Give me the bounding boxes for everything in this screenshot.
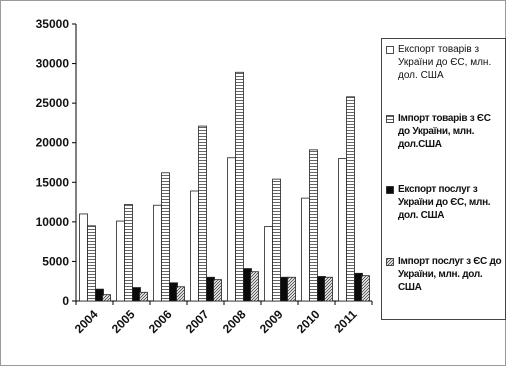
bar-2008-series-1: [227, 157, 236, 302]
x-tick-label: 2005: [109, 307, 138, 336]
y-tick-label: 30000: [36, 57, 70, 71]
legend-label: Імпорт послуг з ЄС до України, млн. дол.…: [398, 256, 502, 293]
bar-2004-series-4: [102, 294, 111, 302]
y-tick-label: 10000: [36, 215, 70, 229]
legend-swatch: [386, 46, 394, 54]
legend-swatch: [386, 258, 394, 266]
bars: [79, 71, 370, 302]
x-tick-label: 2010: [294, 307, 323, 336]
legend-item-series-2: Імпорт товарів з ЄС до України, млн. дол…: [386, 112, 502, 151]
legend-swatch: [386, 115, 394, 123]
bar-2009-series-4: [287, 276, 296, 302]
bar-2004-series-2: [87, 225, 96, 302]
legend: Експорт товарів з України до ЄС, млн. до…: [381, 38, 506, 320]
bar-2007-series-4: [213, 279, 222, 302]
x-tick-label: 2006: [146, 307, 175, 336]
bar-2006-series-4: [176, 286, 185, 302]
bar-2010-series-1: [301, 197, 310, 302]
legend-label: Експорт послуг з України до ЄС, млн. дол…: [398, 184, 491, 221]
bar-2010-series-4: [324, 276, 333, 302]
legend-label: Експорт товарів з України до ЄС, млн. до…: [398, 44, 492, 81]
legend-item-series-4: Імпорт послуг з ЄС до України, млн. дол.…: [386, 255, 502, 294]
bar-2005-series-2: [124, 204, 133, 302]
bar-2010-series-2: [309, 149, 318, 302]
bar-2011-series-1: [338, 158, 347, 302]
axes: 0 5000 10000 15000 20000 25000 30000 35000 2004 2…: [36, 17, 373, 336]
legend-item-series-1: Експорт товарів з України до ЄС, млн. до…: [386, 43, 502, 82]
bar-2009-series-2: [272, 178, 281, 302]
x-tick-label: 2004: [72, 307, 101, 336]
legend-item-series-3: Експорт послуг з України до ЄС, млн. дол…: [386, 183, 502, 222]
y-tick-label: 15000: [36, 175, 70, 189]
y-tick-label: 0: [62, 294, 69, 308]
bar-2006-series-2: [161, 172, 170, 302]
x-tick-label: 2008: [220, 307, 249, 336]
x-tick-label: 2009: [257, 307, 286, 336]
bar-2006-series-1: [153, 204, 162, 302]
bar-2008-series-4: [250, 271, 259, 302]
legend-swatch: [386, 186, 394, 194]
y-tick-label: 35000: [36, 17, 70, 31]
y-tick-label: 20000: [36, 136, 70, 150]
legend-label: Імпорт товарів з ЄС до України, млн. дол…: [398, 113, 491, 150]
bar-2007-series-1: [190, 190, 199, 302]
bar-2011-series-2: [346, 96, 355, 302]
bar-2008-series-2: [235, 71, 244, 302]
bar-2011-series-4: [361, 275, 370, 302]
x-tick-label: 2007: [183, 307, 212, 336]
x-tick-label: 2011: [331, 307, 360, 336]
y-tick-label: 5000: [42, 254, 69, 268]
y-tick-label: 25000: [36, 96, 70, 110]
bar-2005-series-4: [139, 291, 148, 302]
bar-2009-series-1: [264, 226, 273, 302]
bar-2007-series-2: [198, 125, 207, 302]
bar-2004-series-1: [79, 213, 88, 302]
bar-2005-series-1: [116, 220, 125, 302]
